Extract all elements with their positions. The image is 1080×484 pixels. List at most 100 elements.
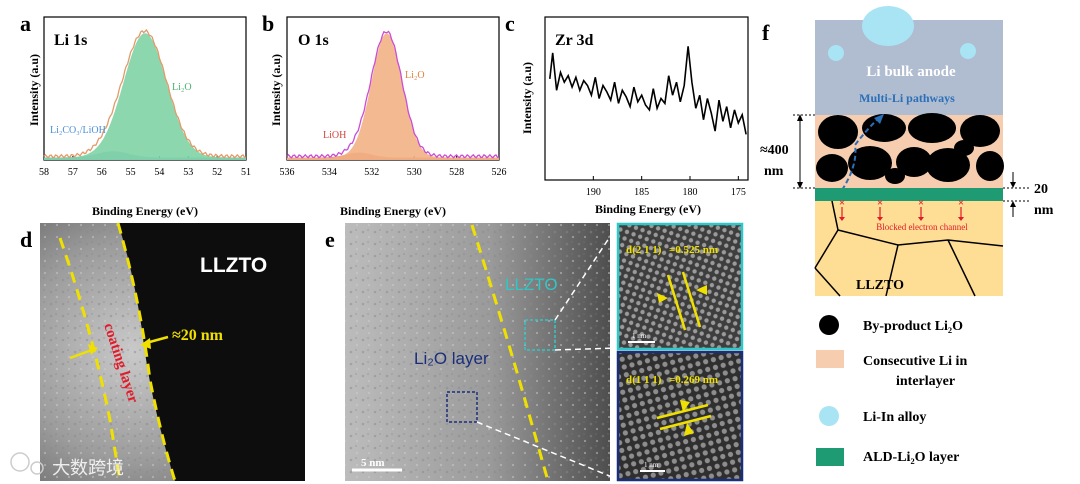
- li-in-alloy-1: [862, 6, 914, 46]
- tem-e-zoom-line-1: [554, 225, 618, 321]
- inset-top-image: [616, 222, 744, 351]
- blocked-mark-3: ×: [918, 197, 924, 209]
- ald-li2o-layer: [815, 188, 1003, 201]
- dim-left-arrowhead-down: [797, 182, 803, 189]
- x-tick-label-190: 190: [586, 187, 601, 198]
- tem-d-boundary-right: [116, 222, 177, 482]
- tem-e-li2o-label: Li₂O layer: [414, 349, 489, 368]
- inset-bottom-fringe-1: [656, 403, 709, 420]
- inset-bottom-scale-label: 1 nm: [644, 461, 659, 469]
- x-tick-label-57: 57: [68, 167, 78, 178]
- envelope-line: [286, 30, 500, 159]
- inset-top-spacing: =0.525 nm: [669, 244, 718, 256]
- panel-f-letter: f: [762, 20, 770, 45]
- x-tick-label-185: 185: [634, 187, 649, 198]
- plot-b-main-label: Li₂O: [405, 70, 425, 81]
- inset-top-fringe-1: [666, 274, 687, 331]
- panel-b-letter: b: [262, 11, 274, 36]
- inset-bottom-fringe-2: [659, 414, 712, 431]
- tem-e-box-bottom: [446, 391, 478, 423]
- llzto-schematic-label: LLZTO: [856, 278, 904, 293]
- inset-bottom-arrowhead-top: [680, 400, 690, 412]
- li2o-particles: [816, 113, 1004, 184]
- tem-e-scale-label: 5 nm: [361, 457, 385, 469]
- plot-b-title: O 1s: [298, 32, 329, 49]
- plot-b-content: 536 534 532 530 528 526: [280, 30, 507, 178]
- anode-label: Li bulk anode: [866, 64, 956, 80]
- panel-d: d ≈20 nm LLZTO coating layer 大数跨境: [10, 222, 305, 482]
- plot-b-xlabel: Binding Energy (eV): [340, 204, 446, 218]
- plot-a-minor-label: Li₂CO₃/LiOH: [50, 125, 106, 136]
- x-tick-label-56: 56: [97, 167, 107, 178]
- panel-c-letter: c: [505, 11, 515, 36]
- blocked-mark-2: ×: [877, 197, 883, 209]
- inset-bottom-image: [616, 350, 744, 482]
- tem-d-arrowhead-right: [140, 338, 151, 349]
- li-in-alloy-3: [960, 43, 976, 59]
- tem-e-zoom-line-2: [554, 347, 618, 351]
- plot-a-xlabel: Binding Energy (eV): [92, 204, 198, 218]
- x-tick-label-51: 51: [241, 167, 251, 178]
- inset-top-plane: d(2 1 1): [626, 244, 662, 256]
- dim-right-value: 20: [1034, 182, 1048, 197]
- x-tick-label-528: 528: [449, 167, 464, 178]
- tem-d-sample-label: LLZTO: [200, 254, 267, 277]
- x-tick-label-530: 530: [407, 167, 422, 178]
- peak-Li₂O: [44, 33, 246, 161]
- legend-ald-swatch: [816, 448, 844, 466]
- blocked-arrows: [841, 207, 962, 218]
- x-tick-label-58: 58: [39, 167, 49, 178]
- li-pathway-arrow: [841, 116, 881, 191]
- inset-bottom-plane: d(1 1 1): [626, 374, 662, 386]
- plot-b-minor-label: LiOH: [323, 130, 346, 141]
- panel-e-letter: e: [325, 227, 335, 252]
- legend-ald-label: ALD-Li₂O layer: [863, 450, 959, 465]
- legend-interlayer-label-2: interlayer: [896, 374, 955, 389]
- tem-d-dark-region: [118, 223, 305, 481]
- panel-d-letter: d: [20, 227, 32, 252]
- plot-c-title: Zr 3d: [555, 32, 593, 49]
- dim-left-value: ≈400: [760, 143, 789, 158]
- li-pathway-arrowhead: [874, 114, 884, 124]
- x-tick-label-534: 534: [322, 167, 337, 178]
- peak-Li₂O: [287, 33, 499, 161]
- tem-d-boundary-left: [58, 237, 122, 482]
- tem-d-thickness-label: ≈20 nm: [172, 327, 224, 344]
- legend-alloy-swatch: [819, 406, 839, 426]
- tem-e-boundary: [470, 224, 550, 482]
- panel-b: b O 1s 536 534 532 530 528 526 Li₂O LiOH Inte…: [262, 11, 507, 218]
- panel-c: c Zr 3d 190 185 180 175 Intensity (a.u) Bin…: [505, 11, 749, 216]
- blocked-label: Blocked electron channel: [876, 222, 968, 232]
- llzto-grain-boundaries: [814, 200, 1004, 297]
- panel-e: e LLZTO Li₂O layer 5 nm d(2 1 1) =0.525 …: [325, 222, 744, 482]
- inset-top-fringe-2: [681, 271, 702, 328]
- x-tick-label-175: 175: [731, 187, 746, 198]
- dim-left-arrowhead-up: [797, 114, 803, 121]
- plot-c-xlabel: Binding Energy (eV): [595, 202, 701, 216]
- legend-li2o-label: By-product Li₂O: [863, 319, 963, 334]
- x-tick-label-180: 180: [683, 187, 698, 198]
- legend-alloy-label: Li-In alloy: [863, 410, 926, 425]
- llzto-layer: [815, 201, 1003, 296]
- tem-e-box-top: [524, 319, 556, 351]
- blocked-arrowheads: [839, 217, 964, 221]
- dim-left-unit: nm: [764, 164, 784, 179]
- plot-a-main-label: Li₂O: [172, 82, 192, 93]
- plot-c-ylabel: Intensity (a.u): [520, 62, 534, 134]
- watermark-logo-icon: [10, 452, 30, 472]
- legend-interlayer-label: Consecutive Li in: [863, 354, 967, 369]
- plot-a-content: 58 57 56 55 54 53 52 51: [39, 28, 251, 178]
- x-tick-label-53: 53: [183, 167, 193, 178]
- x-tick-label-532: 532: [364, 167, 379, 178]
- blocked-mark-4: ×: [958, 197, 964, 209]
- blocked-marks: × × × ×: [839, 197, 964, 209]
- dim-right-arrowhead-top: [1010, 182, 1016, 188]
- inset-top-scale-label: 1 nm: [632, 332, 647, 340]
- dim-right-unit: nm: [1034, 203, 1054, 218]
- x-tick-label-55: 55: [126, 167, 136, 178]
- inset-top-arrowhead-left: [657, 293, 668, 303]
- panel-f: f Li bulk anode Multi-Li pathways: [760, 6, 1054, 466]
- x-tick-label-526: 526: [492, 167, 507, 178]
- tem-d-arrowhead-left: [88, 344, 98, 355]
